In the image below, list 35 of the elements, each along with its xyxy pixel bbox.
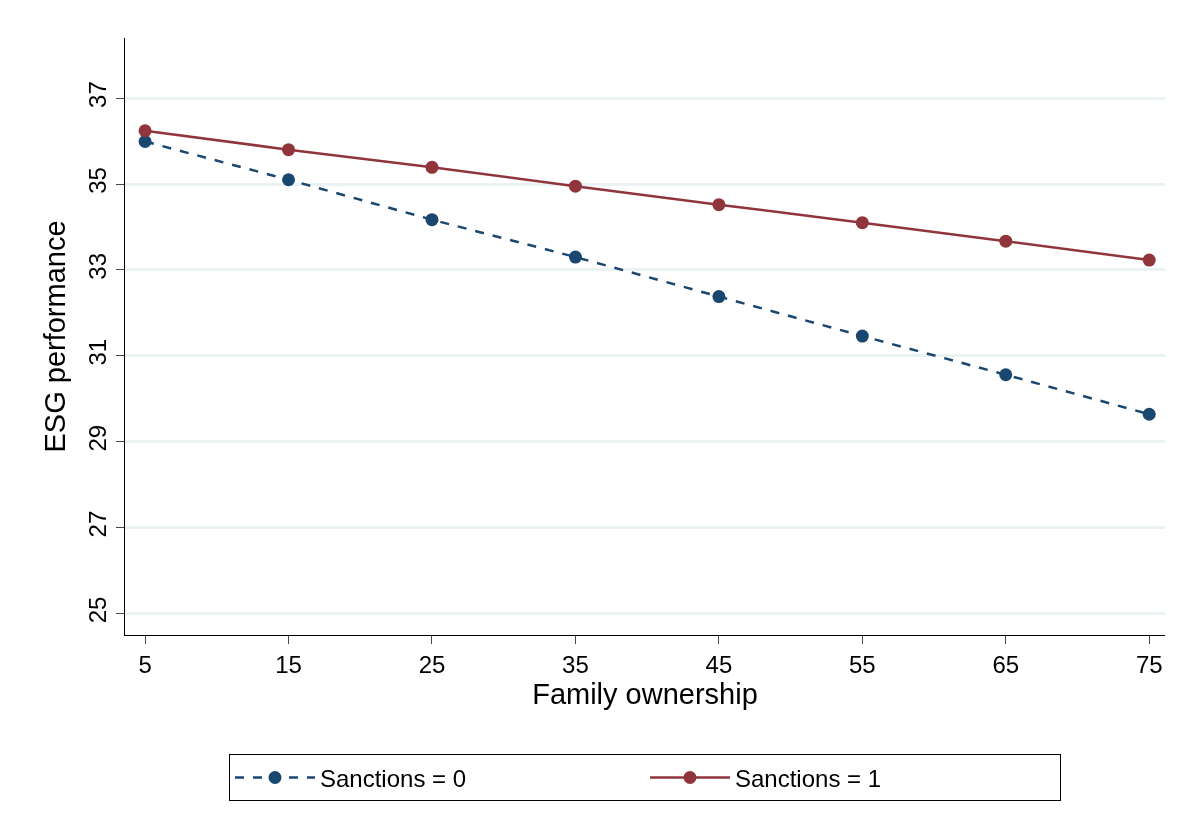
x-tick-label: 15 bbox=[275, 650, 302, 678]
point bbox=[138, 124, 152, 138]
point bbox=[425, 160, 439, 174]
x-tick-label: 5 bbox=[138, 650, 152, 678]
y-tick-label: 27 bbox=[84, 510, 112, 538]
y-tick-label: 37 bbox=[84, 81, 112, 108]
point bbox=[282, 173, 296, 187]
x-tick-label: 35 bbox=[562, 650, 589, 678]
y-tick-label: 33 bbox=[84, 252, 112, 280]
legend-label: Sanctions = 0 bbox=[320, 764, 467, 792]
point bbox=[568, 250, 582, 264]
x-tick-label: 25 bbox=[418, 650, 446, 678]
point bbox=[855, 216, 869, 230]
point bbox=[568, 179, 582, 193]
y-tick-label: 29 bbox=[84, 424, 112, 452]
x-axis-title: Family ownership bbox=[532, 677, 758, 710]
point bbox=[712, 198, 726, 212]
x-tick-label: 75 bbox=[1135, 650, 1163, 678]
y-tick-label: 25 bbox=[84, 596, 112, 624]
y-tick-label: 35 bbox=[84, 167, 112, 194]
y-tick-label: 31 bbox=[84, 338, 112, 366]
point bbox=[712, 290, 726, 304]
point bbox=[282, 143, 296, 157]
x-tick-label: 45 bbox=[705, 650, 733, 678]
point bbox=[425, 213, 439, 227]
point bbox=[138, 135, 152, 148]
legend-label: Sanctions = 1 bbox=[735, 764, 882, 792]
point bbox=[1142, 253, 1156, 267]
x-tick-label: 55 bbox=[848, 650, 876, 678]
x-tick-label: 65 bbox=[992, 650, 1020, 678]
point bbox=[999, 368, 1013, 382]
point bbox=[999, 234, 1013, 248]
point bbox=[855, 329, 869, 343]
y-axis-title: ESG performance bbox=[38, 220, 71, 453]
point bbox=[1142, 407, 1156, 421]
